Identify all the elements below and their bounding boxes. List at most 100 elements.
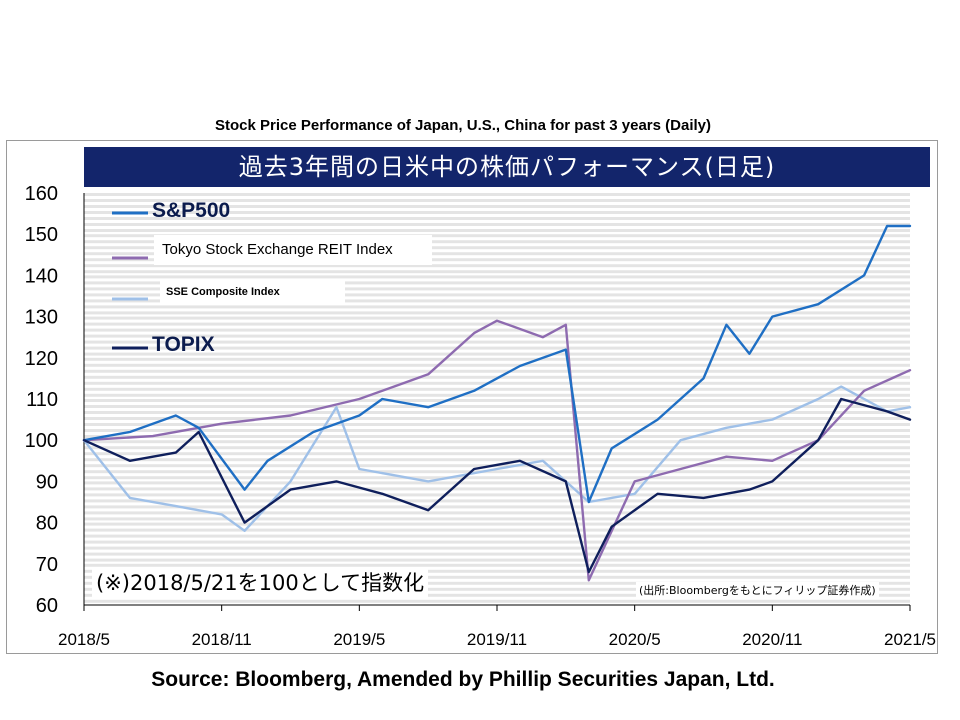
background-stripes [84, 193, 910, 603]
grid-stripe [84, 487, 910, 491]
grid-stripe [84, 517, 910, 521]
grid-stripe [84, 281, 910, 285]
y-tick-label: 120 [25, 348, 58, 370]
grid-stripe [84, 299, 910, 303]
grid-stripe [84, 264, 910, 268]
grid-stripe [84, 423, 910, 426]
grid-stripe [84, 328, 910, 332]
grid-stripe [84, 387, 910, 391]
grid-stripe [84, 252, 910, 256]
grid-stripe [84, 275, 910, 279]
japanese-banner-title: 過去3年間の日米中の株価パフォーマンス(日足) [84, 147, 930, 187]
grid-stripe [84, 446, 910, 450]
grid-stripe [84, 429, 910, 432]
grid-stripe [84, 311, 910, 315]
grid-stripe [84, 452, 910, 456]
grid-stripe [84, 405, 910, 408]
y-tick-label: 150 [25, 224, 58, 246]
y-tick-label: 60 [36, 595, 58, 617]
y-tick-label: 130 [25, 307, 58, 329]
grid-stripe [84, 287, 910, 291]
grid-stripe [84, 357, 910, 361]
x-tick-label: 2018/11 [192, 630, 252, 649]
grid-stripe [84, 234, 910, 238]
grid-stripe [84, 511, 910, 515]
index-note: (※)2018/5/21を100として指数化 [92, 567, 429, 597]
legend-label-sse: SSE Composite Index [160, 280, 345, 304]
grid-stripe [84, 217, 910, 220]
grid-stripe [84, 293, 910, 297]
y-axis: 60 70 80 90 100 110 120 130 140 150 160 [25, 183, 58, 617]
grid-stripe [84, 346, 910, 350]
grid-stripe [84, 340, 910, 344]
source-caption: Source: Bloomberg, Amended by Phillip Se… [151, 668, 775, 691]
legend-label-sp500: S&P500 [152, 199, 231, 222]
legend-label-reit: Tokyo Stock Exchange REIT Index [154, 235, 432, 265]
y-tick-label: 160 [25, 183, 58, 205]
grid-stripe [84, 369, 910, 373]
y-tick-label: 70 [36, 554, 58, 576]
grid-stripe [84, 563, 910, 567]
grid-stripe [84, 199, 910, 202]
grid-stripe [84, 505, 910, 509]
grid-stripe [84, 534, 910, 538]
source-note-jp: (出所:Bloombergをもとにフィリップ証券作成) [636, 582, 879, 598]
grid-stripe [84, 352, 910, 356]
grid-stripe [84, 240, 910, 244]
x-tick-label: 2019/11 [467, 630, 527, 649]
grid-stripe [84, 393, 910, 397]
grid-stripe [84, 552, 910, 556]
grid-stripe [84, 493, 910, 497]
series-lines [82, 224, 912, 582]
x-tick-label: 2021/5 [884, 630, 936, 649]
y-tick-label: 110 [26, 389, 58, 411]
x-tick-label: 2020/5 [609, 630, 661, 649]
legend-label-topix: TOPIX [152, 333, 215, 356]
grid-stripe [84, 587, 910, 591]
x-tick-label: 2020/11 [742, 630, 802, 649]
grid-stripe [84, 305, 910, 309]
grid-stripe [84, 558, 910, 562]
grid-stripe [84, 528, 910, 532]
grid-stripe [84, 381, 910, 385]
grid-stripe [84, 316, 910, 320]
grid-stripe [84, 540, 910, 544]
grid-stripe [84, 575, 910, 579]
grid-stripe [84, 322, 910, 326]
series-line-topix [82, 397, 912, 574]
x-axis: 2018/5 2018/11 2019/5 2019/11 2020/5 2020/11 2… [58, 193, 936, 649]
legend [112, 211, 148, 350]
grid-stripe [84, 363, 910, 367]
y-tick-label: 140 [25, 265, 58, 287]
x-tick-label: 2019/5 [333, 630, 385, 649]
grid-stripe [84, 499, 910, 503]
grid-stripe [84, 546, 910, 550]
grid-stripe [84, 258, 910, 262]
grid-stripe [84, 399, 910, 402]
grid-stripe [84, 458, 910, 462]
y-tick-label: 80 [36, 513, 58, 535]
grid-stripe [84, 205, 910, 208]
grid-stripe [84, 270, 910, 274]
series-line-sse [82, 385, 912, 532]
series-line-sp500 [82, 224, 912, 504]
grid-stripe [84, 246, 910, 250]
series-line-reit [82, 319, 912, 582]
grid-stripe [84, 193, 910, 196]
grid-stripe [84, 599, 910, 603]
grid-stripe [84, 569, 910, 573]
grid-stripe [84, 481, 910, 485]
grid-stripe [84, 211, 910, 214]
grid-stripe [84, 223, 910, 226]
grid-stripe [84, 229, 910, 232]
x-tick-label: 2018/5 [58, 630, 110, 649]
grid-stripe [84, 476, 910, 480]
grid-stripe [84, 522, 910, 526]
grid-stripe [84, 417, 910, 420]
y-tick-label: 100 [25, 430, 58, 452]
grid-stripe [84, 435, 910, 438]
grid-stripe [84, 334, 910, 338]
y-tick-label: 90 [36, 471, 58, 493]
grid-stripe [84, 440, 910, 444]
